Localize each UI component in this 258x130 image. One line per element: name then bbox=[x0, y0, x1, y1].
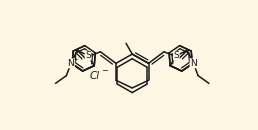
Text: +: + bbox=[74, 57, 79, 62]
Text: −: − bbox=[102, 67, 109, 76]
Text: N: N bbox=[68, 59, 74, 68]
Text: Cl: Cl bbox=[89, 71, 99, 81]
Text: N: N bbox=[190, 59, 197, 68]
Text: S: S bbox=[85, 51, 91, 60]
Text: S: S bbox=[174, 51, 179, 60]
